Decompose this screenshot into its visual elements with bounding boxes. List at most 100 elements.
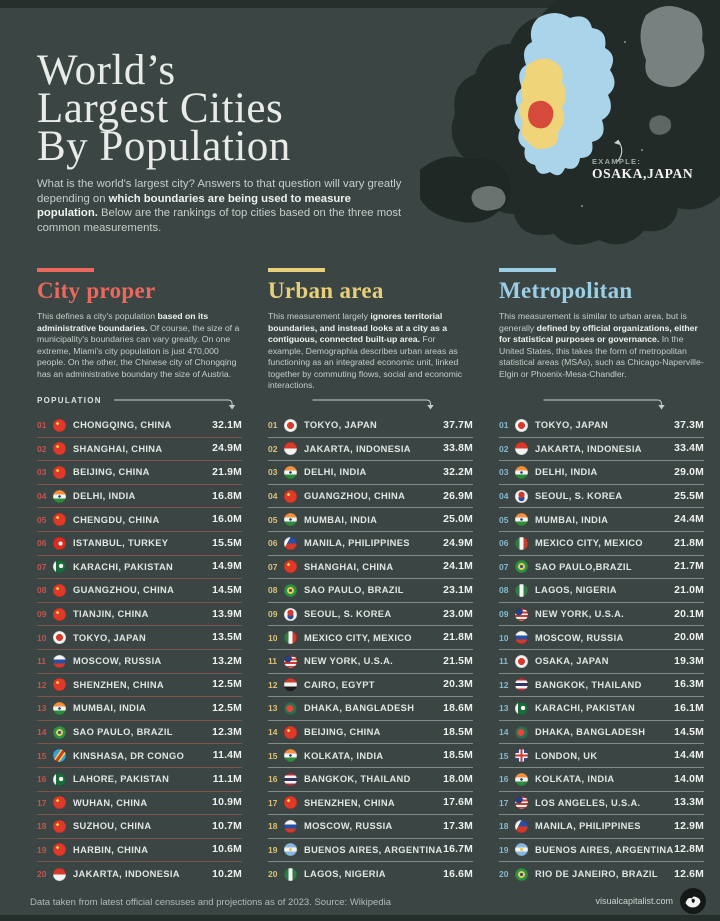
city-name: BUENOS AIRES, ARGENTINA	[304, 844, 443, 855]
population-value: 12.5M	[212, 679, 242, 691]
city-name: DELHI, INDIA	[304, 467, 367, 478]
city-name: LOS ANGELES, U.S.A.	[535, 797, 641, 808]
city-rank: 18	[268, 821, 278, 832]
country-flag-icon	[53, 796, 66, 810]
city-row: 13 KARACHI, PAKISTAN 16.1M	[499, 697, 704, 721]
city-row: 13 DHAKA, BANGLADESH 18.6M	[268, 697, 473, 721]
city-row: 20 LAGOS, NIGERIA 16.6M	[268, 862, 473, 886]
city-name: SHENZHEN, CHINA	[73, 679, 164, 690]
city-row: 01 TOKYO, JAPAN 37.3M	[499, 414, 704, 438]
city-rank: 02	[268, 443, 278, 454]
example-city: OSAKA,JAPAN	[592, 166, 694, 182]
country-flag-icon	[53, 678, 66, 692]
country-flag-icon	[515, 536, 528, 550]
population-value: 24.4M	[674, 514, 704, 526]
map-coast-gray	[471, 186, 506, 211]
country-flag-icon	[284, 725, 297, 739]
city-name: LAHORE, PAKISTAN	[73, 774, 170, 785]
population-value: 37.7M	[443, 419, 473, 431]
city-row: 02 SHANGHAI, CHINA 24.9M	[37, 438, 242, 462]
country-flag-icon	[515, 513, 528, 527]
city-rank: 17	[499, 797, 509, 808]
city-name: KINSHASA, DR CONGO	[73, 750, 185, 761]
city-rank: 04	[37, 491, 47, 502]
city-rank: 16	[37, 774, 47, 785]
population-value: 26.9M	[443, 490, 473, 502]
city-row: 04 GUANGZHOU, CHINA 26.9M	[268, 485, 473, 509]
city-row: 05 CHENGDU, CHINA 16.0M	[37, 508, 242, 532]
country-flag-icon	[515, 819, 528, 833]
country-flag-icon	[53, 513, 66, 527]
osaka-boundaries-map	[420, 0, 720, 245]
city-row: 03 DELHI, INDIA 29.0M	[499, 461, 704, 485]
city-rank: 20	[499, 869, 509, 880]
city-row: 06 ISTANBUL, TURKEY 15.5M	[37, 532, 242, 556]
country-flag-icon	[284, 418, 297, 432]
country-flag-icon	[515, 489, 528, 503]
city-name: SAO PAULO, BRAZIL	[73, 727, 173, 738]
city-rank: 06	[268, 538, 278, 549]
country-flag-icon	[515, 465, 528, 479]
population-value: 18.0M	[443, 773, 473, 785]
city-name: MUMBAI, INDIA	[304, 514, 378, 525]
map-callout-arrowhead	[614, 140, 620, 145]
city-name: CAIRO, EGYPT	[304, 679, 375, 690]
city-rank: 12	[499, 679, 509, 690]
city-name: JAKARTA, INDONESIA	[535, 443, 642, 454]
country-flag-icon	[284, 843, 297, 857]
city-row: 03 BEIJING, CHINA 21.9M	[37, 461, 242, 485]
city-name: NEW YORK, U.S.A.	[535, 609, 625, 620]
population-value: 33.8M	[443, 443, 473, 455]
population-value: 13.3M	[674, 797, 704, 809]
city-rank: 15	[37, 750, 47, 761]
city-row: 19 BUENOS AIRES, ARGENTINA 12.8M	[499, 839, 704, 863]
city-rank: 12	[268, 679, 278, 690]
city-rank: 20	[268, 869, 278, 880]
country-flag-icon	[515, 560, 528, 574]
city-name: DELHI, INDIA	[535, 467, 598, 478]
city-row: 10 MOSCOW, RUSSIA 20.0M	[499, 626, 704, 650]
city-rank: 01	[499, 420, 509, 431]
population-value: 16.6M	[443, 868, 473, 880]
population-value: 21.7M	[674, 561, 704, 573]
population-value: 12.8M	[674, 844, 704, 856]
brand-url: visualcapitalist.com	[595, 896, 673, 906]
city-name: BANGKOK, THAILAND	[535, 679, 642, 690]
map-island-gray	[640, 6, 705, 88]
city-row: 08 GUANGZHOU, CHINA 14.5M	[37, 579, 242, 603]
city-name: MOSCOW, RUSSIA	[73, 656, 162, 667]
city-row: 10 TOKYO, JAPAN 13.5M	[37, 626, 242, 650]
population-arrow-icon	[113, 399, 236, 410]
city-row: 18 MOSCOW, RUSSIA 17.3M	[268, 815, 473, 839]
city-rank: 19	[499, 844, 509, 855]
population-value: 14.5M	[212, 584, 242, 596]
city-rank: 08	[499, 585, 509, 596]
city-rank: 02	[499, 443, 509, 454]
population-value: 24.1M	[443, 561, 473, 573]
country-flag-icon	[515, 772, 528, 786]
city-rank: 12	[37, 679, 47, 690]
population-label-row	[499, 396, 704, 410]
country-flag-icon	[284, 796, 297, 810]
city-rank: 08	[37, 585, 47, 596]
city-row: 18 SUZHOU, CHINA 10.7M	[37, 815, 242, 839]
city-rank: 01	[37, 420, 47, 431]
population-value: 14.5M	[674, 726, 704, 738]
page-title: World’s Largest Cities By Population	[37, 47, 291, 170]
city-name: KARACHI, PAKISTAN	[535, 703, 636, 714]
city-name: DHAKA, BANGLADESH	[535, 727, 646, 738]
population-value: 12.3M	[212, 726, 242, 738]
city-name: GUANGZHOU, CHINA	[304, 491, 406, 502]
map-callout-curve	[616, 139, 623, 163]
column-title: City proper	[37, 278, 156, 303]
city-row: 01 TOKYO, JAPAN 37.7M	[268, 414, 473, 438]
population-value: 13.5M	[212, 632, 242, 644]
city-row: 08 SAO PAULO, BRAZIL 23.1M	[268, 579, 473, 603]
city-row: 11 OSAKA, JAPAN 19.3M	[499, 650, 704, 674]
country-flag-icon	[284, 772, 297, 786]
population-value: 13.2M	[212, 655, 242, 667]
city-rank: 06	[37, 538, 47, 549]
brand: visualcapitalist.com	[595, 888, 706, 914]
city-rank: 19	[37, 844, 47, 855]
column-description: This measurement is similar to urban are…	[499, 311, 704, 379]
